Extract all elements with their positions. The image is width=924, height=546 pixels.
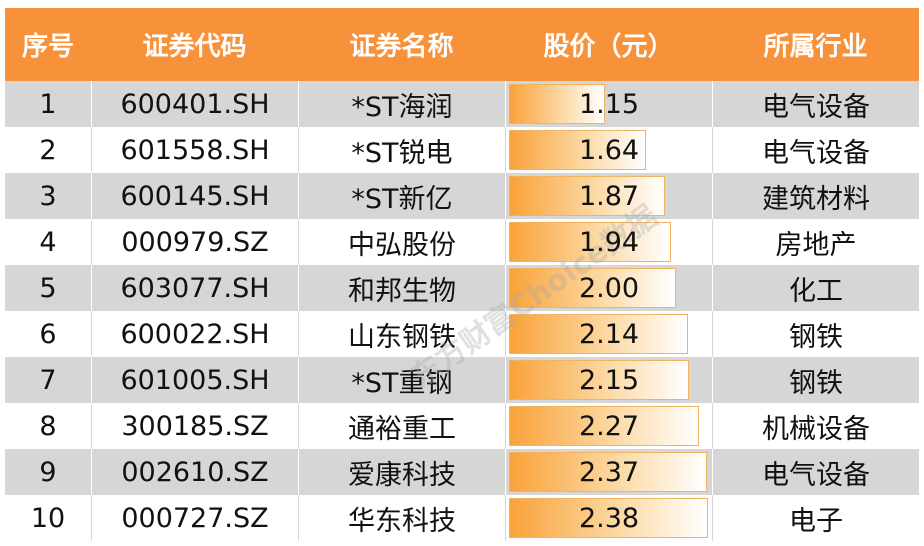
price-value: 2.37	[578, 456, 640, 488]
row-name: 山东钢铁	[298, 311, 505, 357]
row-index: 4	[39, 226, 57, 258]
table-row: 10 000727.SZ 华东科技 2.38 电子	[5, 495, 919, 541]
row-price: 1.87	[505, 173, 712, 219]
row-name: 和邦生物	[298, 265, 505, 311]
row-name: *ST新亿	[298, 173, 505, 219]
table-row: 2 601558.SH *ST锐电 1.64 电气设备	[5, 127, 919, 173]
table-row: 1 600401.SH *ST海润 1.15 电气设备	[5, 81, 919, 127]
table-header: 序号 证券代码 证券名称 股价（元） 所属行业	[5, 8, 919, 81]
row-code: 000727.SZ	[91, 495, 298, 541]
row-index: 2	[39, 134, 57, 166]
price-bar	[509, 222, 671, 262]
row-name: 华东科技	[298, 495, 505, 541]
row-price: 2.14	[505, 311, 712, 357]
row-index: 7	[39, 364, 57, 396]
header-price: 股价（元）	[543, 32, 674, 62]
price-bar	[509, 498, 708, 538]
row-name: *ST重钢	[298, 357, 505, 403]
row-code: 300185.SZ	[91, 403, 298, 449]
row-industry: 机械设备	[712, 403, 919, 449]
row-name: 中弘股份	[298, 219, 505, 265]
row-name: 通裕重工	[298, 403, 505, 449]
price-bar	[509, 84, 605, 124]
table-row: 8 300185.SZ 通裕重工 2.27 机械设备	[5, 403, 919, 449]
price-value: 2.00	[578, 272, 640, 304]
row-name: 爱康科技	[298, 449, 505, 495]
row-industry: 化工	[712, 265, 919, 311]
row-industry: 电气设备	[712, 81, 919, 127]
row-industry: 电子	[712, 495, 919, 541]
row-industry: 建筑材料	[712, 173, 919, 219]
table-row: 4 000979.SZ 中弘股份 1.94 房地产	[5, 219, 919, 265]
row-industry: 电气设备	[712, 127, 919, 173]
row-code: 600145.SH	[91, 173, 298, 219]
row-price: 2.37	[505, 449, 712, 495]
price-value: 1.64	[578, 134, 640, 166]
row-index: 9	[39, 456, 57, 488]
row-price: 1.15	[505, 81, 712, 127]
row-code: 601558.SH	[91, 127, 298, 173]
price-value: 1.94	[578, 226, 640, 258]
row-code: 600022.SH	[91, 311, 298, 357]
price-bar	[509, 176, 665, 216]
price-bar	[509, 314, 688, 354]
price-bar	[509, 268, 676, 308]
price-bar	[509, 452, 707, 492]
header-industry: 所属行业	[763, 32, 868, 62]
row-industry: 钢铁	[712, 357, 919, 403]
price-value: 2.14	[578, 318, 640, 350]
row-industry: 电气设备	[712, 449, 919, 495]
table-row: 9 002610.SZ 爱康科技 2.37 电气设备	[5, 449, 919, 495]
price-bar	[509, 130, 646, 170]
row-index: 5	[39, 272, 57, 304]
table-body: 1 600401.SH *ST海润 1.15 电气设备 2 601558.SH *ST锐电 1.…	[5, 81, 919, 541]
table-row: 5 603077.SH 和邦生物 2.00 化工	[5, 265, 919, 311]
row-code: 600401.SH	[91, 81, 298, 127]
row-price: 2.00	[505, 265, 712, 311]
header-code: 证券代码	[142, 32, 247, 62]
row-price: 2.38	[505, 495, 712, 541]
row-industry: 钢铁	[712, 311, 919, 357]
table-row: 7 601005.SH *ST重钢 2.15 钢铁	[5, 357, 919, 403]
row-name: *ST锐电	[298, 127, 505, 173]
row-price: 1.64	[505, 127, 712, 173]
header-index: 序号	[21, 32, 74, 62]
stock-price-table: 序号 证券代码 证券名称 股价（元） 所属行业 1 600401.SH *ST海润 1…	[5, 8, 919, 541]
table-row: 6 600022.SH 山东钢铁 2.14 钢铁	[5, 311, 919, 357]
price-value: 2.27	[578, 410, 640, 442]
row-price: 2.15	[505, 357, 712, 403]
price-value: 1.15	[578, 88, 640, 120]
row-industry: 房地产	[712, 219, 919, 265]
row-index: 10	[30, 502, 66, 534]
table-row: 3 600145.SH *ST新亿 1.87 建筑材料	[5, 173, 919, 219]
price-bar	[509, 360, 689, 400]
row-index: 6	[39, 318, 57, 350]
price-bar	[509, 406, 699, 446]
row-code: 002610.SZ	[91, 449, 298, 495]
row-code: 000979.SZ	[91, 219, 298, 265]
price-value: 1.87	[578, 180, 640, 212]
price-value: 2.38	[578, 502, 640, 534]
price-value: 2.15	[578, 364, 640, 396]
row-name: *ST海润	[298, 81, 505, 127]
row-code: 603077.SH	[91, 265, 298, 311]
row-index: 3	[39, 180, 57, 212]
row-index: 8	[39, 410, 57, 442]
row-index: 1	[39, 88, 57, 120]
row-price: 2.27	[505, 403, 712, 449]
header-name: 证券名称	[349, 32, 454, 62]
row-price: 1.94	[505, 219, 712, 265]
row-code: 601005.SH	[91, 357, 298, 403]
